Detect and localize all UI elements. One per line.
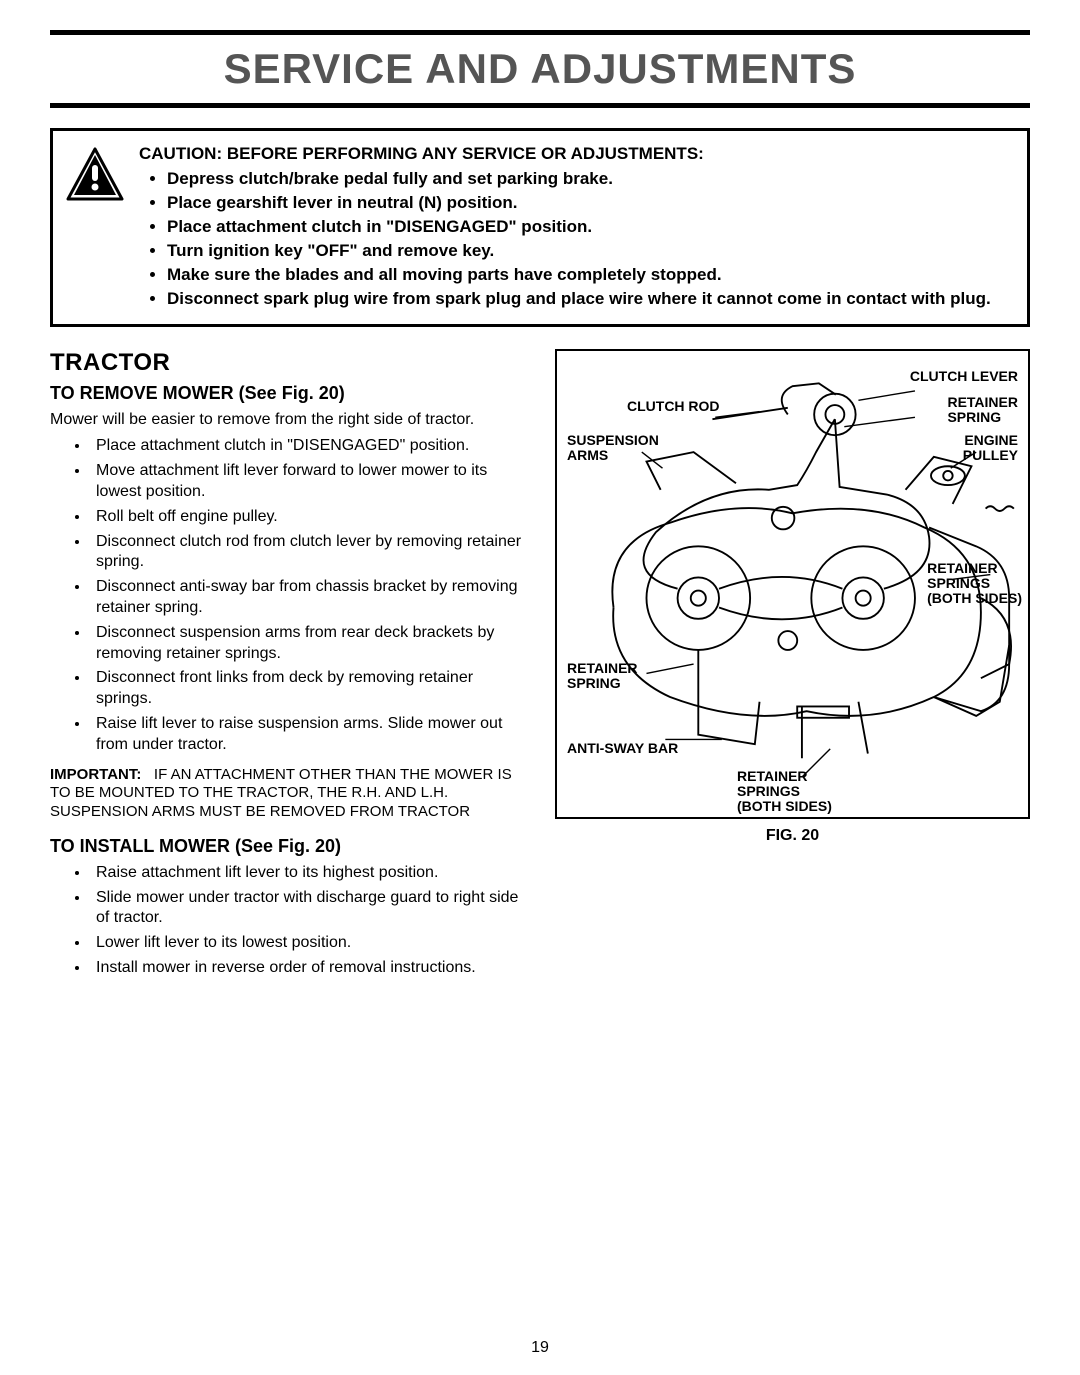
list-item: Slide mower under tractor with discharge… xyxy=(90,888,525,930)
list-item: Disconnect clutch rod from clutch lever … xyxy=(90,532,525,574)
list-item: Disconnect front links from deck by remo… xyxy=(90,668,525,710)
remove-heading: TO REMOVE MOWER (See Fig. 20) xyxy=(50,383,525,404)
label-engine-pulley: ENGINE PULLEY xyxy=(963,433,1018,464)
caution-item: Disconnect spark plug wire from spark pl… xyxy=(167,288,1011,311)
remove-list: Place attachment clutch in "DISENGAGED" … xyxy=(50,436,525,755)
figure-20: CLUTCH LEVER CLUTCH ROD RETAINER SPRING … xyxy=(555,349,1030,819)
label-suspension-arms: SUSPENSION ARMS xyxy=(567,433,659,464)
label-anti-sway-bar: ANTI-SWAY BAR xyxy=(567,741,678,756)
caution-content: CAUTION: BEFORE PERFORMING ANY SERVICE O… xyxy=(139,143,1011,312)
install-list: Raise attachment lift lever to its highe… xyxy=(50,863,525,979)
label-clutch-lever: CLUTCH LEVER xyxy=(910,369,1018,384)
important-label: IMPORTANT: xyxy=(50,766,141,783)
list-item: Roll belt off engine pulley. xyxy=(90,507,525,528)
install-heading: TO INSTALL MOWER (See Fig. 20) xyxy=(50,836,525,857)
remove-intro: Mower will be easier to remove from the … xyxy=(50,410,525,431)
important-note: IMPORTANT: IF AN ATTACHMENT OTHER THAN T… xyxy=(50,766,525,822)
tractor-title: TRACTOR xyxy=(50,349,525,377)
list-item: Move attachment lift lever forward to lo… xyxy=(90,461,525,503)
page-title: SERVICE AND ADJUSTMENTS xyxy=(50,30,1030,108)
list-item: Place attachment clutch in "DISENGAGED" … xyxy=(90,436,525,457)
caution-item: Place attachment clutch in "DISENGAGED" … xyxy=(167,216,1011,239)
label-clutch-rod: CLUTCH ROD xyxy=(627,399,720,414)
caution-list: Depress clutch/brake pedal fully and set… xyxy=(139,168,1011,311)
label-retainer-spring-top: RETAINER SPRING xyxy=(947,395,1018,426)
list-item: Raise lift lever to raise suspension arm… xyxy=(90,714,525,756)
warning-icon xyxy=(65,145,125,205)
list-item: Lower lift lever to its lowest position. xyxy=(90,933,525,954)
list-item: Disconnect anti-sway bar from chassis br… xyxy=(90,577,525,619)
caution-item: Place gearshift lever in neutral (N) pos… xyxy=(167,192,1011,215)
right-column: CLUTCH LEVER CLUTCH ROD RETAINER SPRING … xyxy=(555,349,1030,983)
content-columns: TRACTOR TO REMOVE MOWER (See Fig. 20) Mo… xyxy=(50,349,1030,983)
list-item: Raise attachment lift lever to its highe… xyxy=(90,863,525,884)
figure-caption: FIG. 20 xyxy=(555,827,1030,845)
label-retainer-springs-bottom: RETAINER SPRINGS (BOTH SIDES) xyxy=(737,769,832,815)
page-number: 19 xyxy=(0,1339,1080,1357)
list-item: Disconnect suspension arms from rear dec… xyxy=(90,623,525,665)
left-column: TRACTOR TO REMOVE MOWER (See Fig. 20) Mo… xyxy=(50,349,525,983)
caution-item: Make sure the blades and all moving part… xyxy=(167,264,1011,287)
caution-heading: CAUTION: BEFORE PERFORMING ANY SERVICE O… xyxy=(139,143,1011,166)
caution-item: Turn ignition key "OFF" and remove key. xyxy=(167,240,1011,263)
label-retainer-spring-left: RETAINER SPRING xyxy=(567,661,638,692)
list-item: Install mower in reverse order of remova… xyxy=(90,958,525,979)
caution-item: Depress clutch/brake pedal fully and set… xyxy=(167,168,1011,191)
caution-box: CAUTION: BEFORE PERFORMING ANY SERVICE O… xyxy=(50,128,1030,327)
label-retainer-springs-right: RETAINER SPRINGS (BOTH SIDES) xyxy=(927,561,1022,607)
